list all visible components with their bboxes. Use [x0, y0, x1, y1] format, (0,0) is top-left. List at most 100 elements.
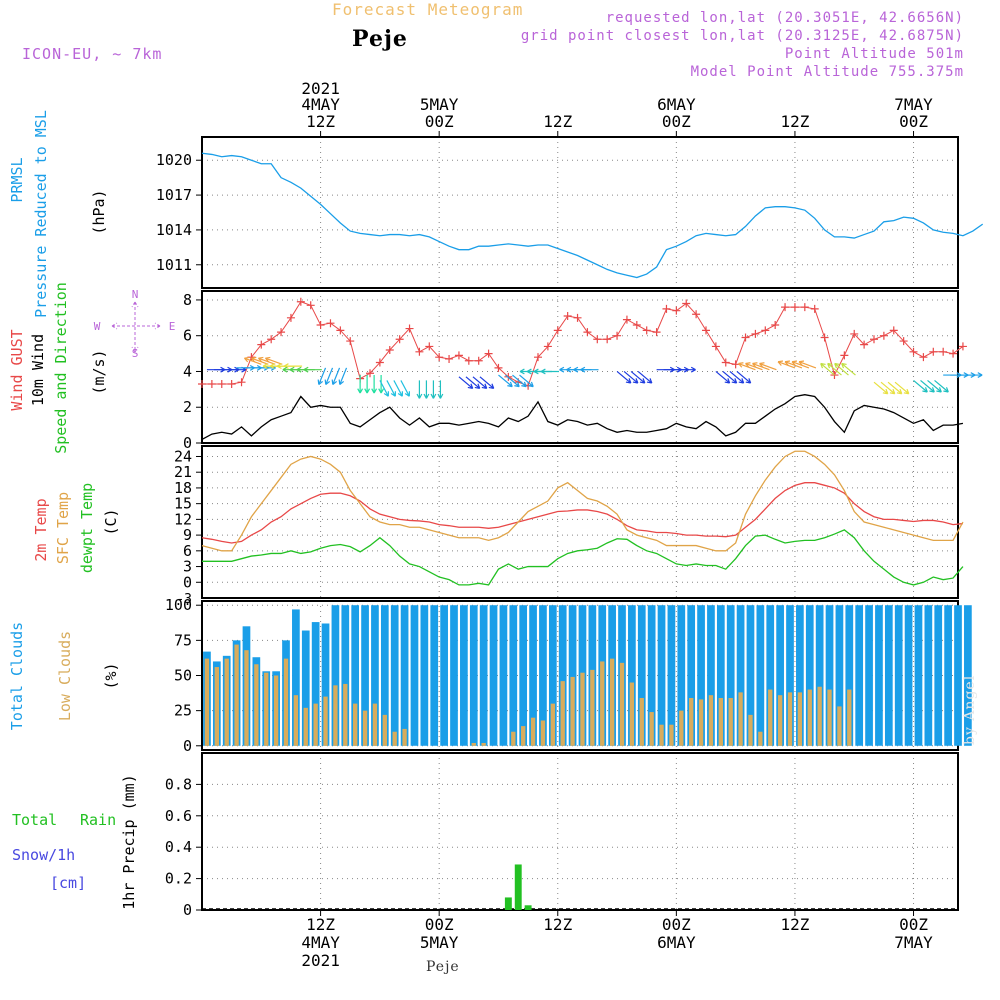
total-cloud-bar: [460, 605, 468, 746]
wind-direction-arrow: [243, 356, 262, 365]
gust-point: [484, 349, 493, 358]
clouds-ytick-label: 25: [174, 702, 192, 720]
total-cloud-bar: [509, 605, 518, 746]
rain-bar: [524, 905, 532, 910]
total-cloud-bar: [934, 605, 943, 746]
total-cloud-bar: [736, 605, 745, 746]
gust-point: [257, 340, 266, 349]
gust-point: [583, 328, 592, 337]
low-cloud-bar: [560, 681, 565, 746]
precip-ytick-label: 0: [183, 901, 192, 919]
total-cloud-bar: [371, 605, 379, 746]
low-cloud-bar: [807, 689, 812, 746]
gust-point: [227, 379, 236, 388]
wind-direction-arrow: [338, 367, 348, 386]
pressure-legend-short: PRMSL: [8, 157, 26, 202]
wind-direction-arrow: [505, 374, 520, 388]
low-cloud-bar: [362, 710, 368, 746]
total-cloud-bar: [420, 605, 429, 746]
wind-direction-arrow: [873, 381, 889, 395]
gust-point: [682, 299, 691, 308]
total-cloud-bar: [321, 623, 330, 746]
precip-frame: [201, 752, 959, 911]
low-cloud-bar: [244, 650, 249, 746]
low-cloud-bar: [649, 712, 654, 746]
total-cloud-bar: [964, 605, 972, 746]
top-axis-year: 2021: [301, 79, 340, 98]
wind-direction-arrow: [927, 379, 942, 393]
dewpt-legend: dewpt Temp: [78, 483, 96, 573]
gust-point: [889, 326, 898, 335]
total-cloud-bar: [815, 605, 824, 746]
wind-direction-arrow: [324, 367, 334, 386]
gust-point: [207, 379, 216, 388]
point-altitude: Point Altitude 501m: [784, 46, 964, 62]
low-cloud-bar: [708, 695, 714, 746]
pressure-ytick-label: 1011: [156, 256, 192, 274]
wind-direction-arrow: [820, 362, 835, 376]
gust-point: [474, 356, 483, 365]
gust-point: [366, 369, 374, 378]
wind-direction-arrow: [458, 376, 474, 389]
low-cloud-bar: [481, 742, 486, 746]
gust-point: [425, 342, 434, 351]
low-cloud-bar: [550, 703, 555, 746]
rain-bar: [504, 897, 512, 910]
wind-direction-arrow: [416, 380, 423, 399]
low-cloud-bar: [234, 644, 239, 746]
wind-direction-arrow: [880, 381, 896, 395]
total-cloud-bar: [776, 605, 784, 746]
gust-point: [593, 335, 602, 344]
total-cloud-bar: [519, 605, 528, 746]
total-cloud-bar: [796, 605, 804, 746]
wind-direction-arrow: [752, 362, 770, 371]
gust-point: [949, 349, 958, 358]
gust-point: [771, 320, 780, 329]
wind-direction-arrow: [887, 381, 903, 395]
gust-point: [790, 303, 799, 312]
wind-direction-arrow: [630, 371, 646, 384]
wind-direction-arrow: [371, 375, 378, 394]
wind-direction-arrow: [759, 362, 777, 371]
total-cloud-bar: [914, 605, 923, 746]
temp2m-legend: 2m Temp: [32, 498, 50, 561]
pressure-legend-long: Pressure Reduced to MSL: [32, 110, 50, 318]
total-cloud-bar: [924, 605, 933, 746]
gust-point: [454, 351, 463, 360]
low-cloud-bar: [521, 726, 526, 746]
gust-point: [494, 363, 503, 372]
low-cloud-bar: [619, 662, 625, 746]
y-axis-labels: 10111014101710200246803691215182124-3025…: [156, 151, 192, 919]
top-axis-date: 5MAY: [420, 95, 459, 114]
total-cloud-bar: [805, 605, 814, 746]
wind-unit: (m/s): [90, 349, 108, 394]
bottom-axis-hour: 12Z: [780, 915, 809, 934]
total-cloud-bar: [479, 605, 488, 746]
compass-west: W: [94, 320, 101, 333]
bottom-axis-date: 6MAY: [657, 933, 696, 952]
low-cloud-bar: [768, 689, 773, 746]
wind-direction-arrow: [393, 380, 403, 397]
wind-direction-arrow: [616, 371, 632, 384]
gust-point: [662, 304, 671, 313]
bottom-axis-hour: 00Z: [899, 915, 928, 934]
total-cloud-bar: [726, 605, 735, 746]
wind-direction-arrow: [479, 376, 495, 389]
low-cloud-bar: [540, 720, 546, 746]
temperature-ytick-label: 0: [183, 573, 192, 591]
total-cloud-bar: [667, 605, 676, 746]
total-cloud-bar: [637, 605, 646, 746]
bottom-axis-hour: 12Z: [306, 915, 335, 934]
low-clouds-legend: Low Clouds: [56, 631, 74, 721]
low-cloud-bar: [530, 717, 536, 746]
total-cloud-bar: [825, 605, 834, 746]
precip-ytick-label: 0.2: [165, 870, 192, 888]
wind-direction-arrow: [841, 362, 856, 376]
wind-direction-arrow: [623, 371, 639, 384]
wind-direction-arrow: [722, 371, 738, 384]
place-name: Peje: [352, 26, 408, 52]
panel-frames: [196, 136, 959, 911]
wind-direction-arrow: [257, 356, 276, 365]
gust-point: [296, 297, 305, 306]
gust-point: [553, 326, 562, 335]
